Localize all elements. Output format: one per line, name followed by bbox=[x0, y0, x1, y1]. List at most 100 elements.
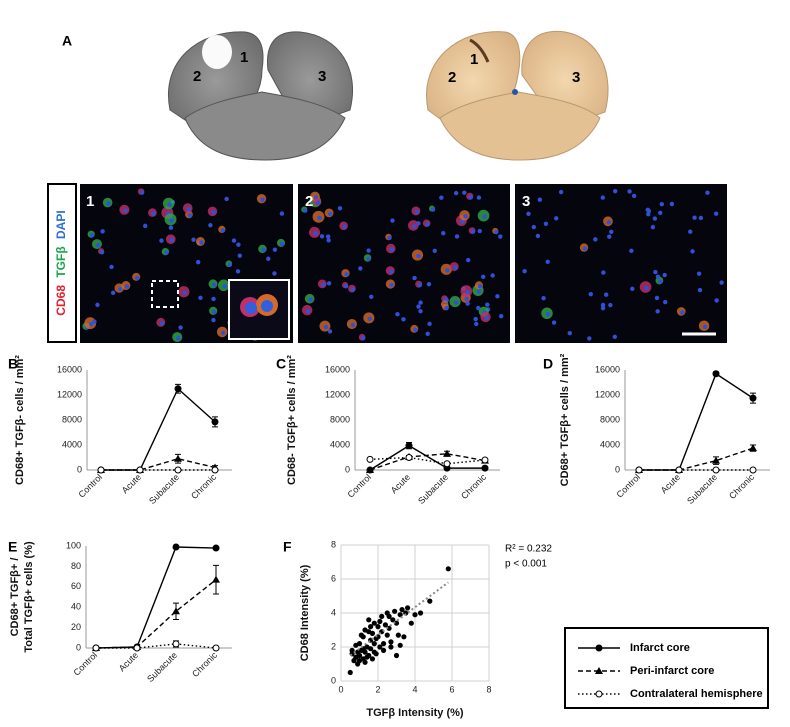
nucleus bbox=[369, 294, 374, 299]
nucleus bbox=[222, 284, 227, 289]
point bbox=[382, 622, 388, 628]
nucleus bbox=[655, 309, 660, 314]
point bbox=[392, 608, 398, 614]
nucleus bbox=[350, 322, 356, 328]
nucleus bbox=[266, 256, 271, 261]
point bbox=[356, 658, 363, 664]
nucleus bbox=[317, 215, 322, 221]
nucleus bbox=[387, 235, 392, 241]
series-line bbox=[369, 444, 485, 471]
marker bbox=[443, 449, 451, 457]
legend-label: Contralateral hemisphere bbox=[630, 688, 763, 700]
nucleus bbox=[453, 300, 459, 305]
nucleus bbox=[208, 223, 213, 228]
point bbox=[388, 639, 394, 645]
series-line bbox=[369, 453, 486, 471]
point bbox=[366, 629, 372, 635]
point bbox=[349, 647, 355, 654]
y-tick-label: 4000 bbox=[62, 439, 82, 449]
point bbox=[393, 620, 400, 626]
y-tick-label: 4000 bbox=[600, 439, 620, 449]
nucleus bbox=[92, 319, 97, 324]
nucleus bbox=[600, 305, 606, 311]
marker bbox=[211, 466, 219, 474]
nucleus bbox=[106, 201, 111, 206]
nucleus bbox=[567, 330, 572, 336]
nucleus bbox=[558, 189, 564, 195]
x-tick-label: 2 bbox=[375, 684, 380, 694]
nucleus bbox=[445, 268, 450, 273]
nucleus bbox=[460, 219, 465, 224]
nucleus bbox=[476, 195, 482, 200]
nucleus bbox=[110, 290, 116, 296]
x-tick-label: Acute bbox=[389, 472, 412, 495]
y-tick-label: 2 bbox=[331, 641, 336, 651]
y-tick-label: 40 bbox=[71, 602, 81, 612]
nucleus bbox=[367, 316, 373, 322]
nucleus bbox=[545, 312, 551, 317]
point bbox=[371, 620, 377, 626]
y-tick-label: 60 bbox=[71, 581, 81, 591]
nucleus bbox=[462, 190, 467, 195]
point bbox=[386, 613, 392, 620]
nucleus bbox=[109, 264, 114, 270]
inset-cell bbox=[261, 300, 273, 312]
inset-cell bbox=[245, 302, 257, 314]
nucleus bbox=[600, 302, 606, 308]
nucleus bbox=[159, 238, 164, 243]
series-line bbox=[639, 372, 754, 471]
legend-label: Peri-infarct core bbox=[630, 665, 714, 677]
nucleus bbox=[389, 269, 394, 274]
y-tick-label: 8 bbox=[331, 539, 336, 549]
nucleus bbox=[587, 336, 592, 341]
x-tick-label: Subacute bbox=[416, 472, 450, 506]
nucleus bbox=[366, 248, 371, 253]
nucleus bbox=[319, 234, 325, 239]
point bbox=[384, 632, 390, 638]
nucleus bbox=[272, 271, 277, 276]
gross-image bbox=[426, 30, 609, 161]
region-label: 1 bbox=[470, 51, 478, 68]
nucleus bbox=[416, 253, 421, 259]
series-line bbox=[95, 579, 217, 649]
nucleus bbox=[326, 281, 332, 286]
point bbox=[386, 625, 392, 631]
legend-marker bbox=[595, 690, 603, 698]
marker bbox=[749, 466, 757, 474]
nucleus bbox=[401, 317, 406, 322]
y-axis-label: Total TGFβ+ cells (%) bbox=[23, 541, 35, 653]
inset-marker bbox=[151, 280, 179, 308]
nucleus bbox=[390, 218, 395, 223]
point bbox=[379, 613, 385, 620]
nucleus bbox=[474, 321, 479, 327]
nucleus bbox=[211, 317, 216, 323]
point bbox=[373, 635, 379, 642]
marker bbox=[366, 466, 374, 473]
nucleus bbox=[417, 282, 422, 288]
series-line bbox=[95, 546, 217, 649]
marker bbox=[172, 543, 180, 551]
x-tick-label: Subacute bbox=[145, 650, 179, 684]
region-label: 3 bbox=[522, 193, 530, 210]
point bbox=[408, 620, 414, 626]
nucleus bbox=[366, 256, 371, 262]
nucleus bbox=[680, 310, 685, 315]
region-label: 1 bbox=[86, 193, 94, 210]
nucleus bbox=[414, 209, 420, 215]
nucleus bbox=[425, 331, 430, 337]
nucleus bbox=[90, 233, 95, 238]
nucleus bbox=[95, 242, 101, 248]
x-tick-label: Acute bbox=[120, 472, 143, 495]
nucleus bbox=[236, 242, 241, 247]
nucleus bbox=[453, 265, 458, 270]
nucleus bbox=[688, 229, 693, 234]
nucleus bbox=[476, 305, 481, 311]
nucleus bbox=[658, 210, 663, 216]
nucleus bbox=[608, 302, 613, 308]
y-axis-label: CD68 Intensity (%) bbox=[299, 564, 311, 661]
nucleus bbox=[485, 302, 490, 307]
nucleus bbox=[714, 298, 719, 303]
nucleus bbox=[653, 269, 658, 275]
nucleus bbox=[211, 210, 216, 215]
y-tick-label: 8000 bbox=[600, 414, 620, 424]
